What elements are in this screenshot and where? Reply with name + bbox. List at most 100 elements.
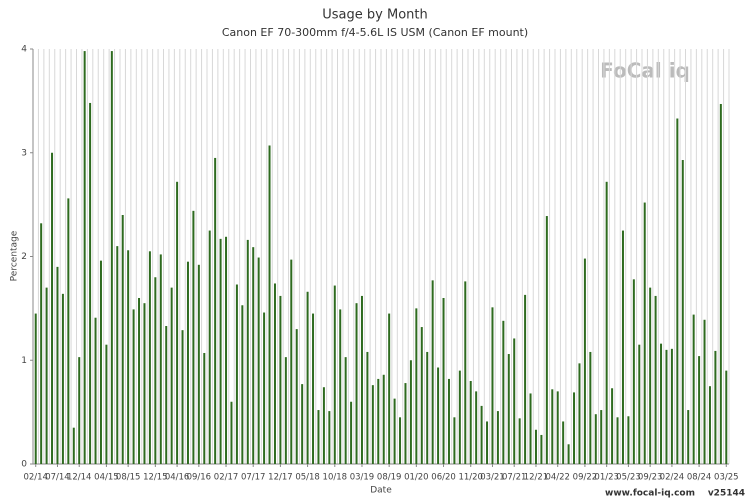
bar [377, 378, 380, 464]
bar [458, 370, 461, 464]
bar [632, 279, 635, 464]
bar [317, 410, 320, 464]
bar [529, 393, 532, 464]
bar [719, 103, 722, 465]
bar [127, 250, 130, 464]
bar [649, 287, 652, 464]
bar [301, 384, 304, 464]
bar [524, 294, 527, 464]
bar [284, 357, 287, 464]
x-tick-label: 03/21 [480, 473, 505, 483]
bar [431, 280, 434, 464]
bar [469, 381, 472, 464]
bar [698, 356, 701, 464]
bar [192, 210, 195, 464]
watermark: FoCal iq [600, 59, 690, 83]
bar [246, 239, 249, 464]
x-tick-label: 10/18 [323, 473, 348, 483]
bar [176, 181, 179, 465]
bar [638, 344, 641, 464]
bar [600, 410, 603, 464]
bar [409, 360, 412, 464]
bar [181, 330, 184, 464]
y-tick-label: 4 [21, 45, 27, 55]
bar [518, 418, 521, 464]
bar [703, 319, 706, 464]
x-tick-label: 08/19 [377, 473, 402, 483]
bar [186, 261, 189, 464]
x-tick-label: 12/21 [524, 473, 549, 483]
bar [132, 309, 135, 464]
x-tick-label: 01/23 [594, 473, 619, 483]
bar [464, 281, 467, 464]
bar [605, 181, 608, 465]
bar [491, 307, 494, 464]
bar [235, 284, 238, 464]
bar [589, 351, 592, 464]
bar [545, 216, 548, 464]
x-tick-label: 07/21 [502, 473, 527, 483]
bar [507, 354, 510, 464]
bar [562, 421, 565, 464]
x-tick-label: 11/20 [458, 473, 483, 483]
bar [350, 401, 353, 464]
bar [627, 416, 630, 464]
bar [513, 338, 516, 464]
bar [339, 309, 342, 464]
bar [447, 378, 450, 464]
bar [578, 363, 581, 464]
x-tick-label: 03/25 [714, 473, 739, 483]
bar [556, 391, 559, 464]
bar [502, 320, 505, 464]
bar [453, 417, 456, 464]
x-tick-label: 05/18 [295, 473, 320, 483]
bar [312, 313, 315, 464]
bar [45, 287, 48, 464]
bar [203, 352, 206, 464]
x-tick-label: 09/23 [638, 473, 663, 483]
bar [56, 266, 59, 464]
x-tick-label: 12/15 [143, 473, 168, 483]
bar [616, 417, 619, 464]
bar [105, 344, 108, 464]
bar [475, 391, 478, 464]
bar [170, 287, 173, 464]
bar [442, 298, 445, 464]
bar [121, 215, 124, 464]
bar [654, 295, 657, 464]
bar [51, 152, 54, 464]
bar [214, 157, 217, 464]
bar [219, 238, 222, 464]
bar [333, 285, 336, 464]
x-axis-label: Date [370, 486, 392, 496]
bar [116, 246, 119, 464]
x-tick-label: 05/23 [616, 473, 641, 483]
bar [72, 427, 75, 464]
x-tick-label: 03/19 [350, 473, 375, 483]
bar [366, 351, 369, 464]
bar [382, 374, 385, 464]
bar [225, 236, 228, 464]
x-tick-label: 01/20 [404, 473, 429, 483]
bar [257, 257, 260, 464]
bar [148, 251, 151, 464]
bar [714, 350, 717, 464]
bar [154, 277, 157, 464]
chart-title: Usage by Month [322, 8, 427, 23]
y-tick-label: 0 [21, 460, 27, 470]
bar [404, 383, 407, 464]
bar [692, 314, 695, 464]
bar [534, 429, 537, 464]
bar [83, 51, 86, 464]
x-tick-label: 07/17 [241, 473, 266, 483]
x-tick-label: 09/22 [573, 473, 598, 483]
footer-url: www.focal-iq.com [605, 489, 695, 499]
bar [355, 303, 358, 464]
bar [110, 51, 113, 464]
bar [486, 421, 489, 464]
bar [388, 313, 391, 464]
bar [583, 258, 586, 464]
x-tick-label: 02/17 [214, 473, 239, 483]
bar [263, 312, 266, 464]
